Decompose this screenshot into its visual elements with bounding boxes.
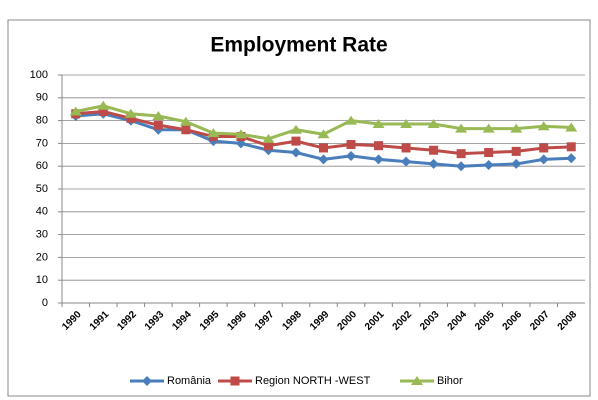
marker: [455, 123, 468, 133]
marker: [510, 123, 523, 133]
marker: [482, 123, 495, 133]
marker: [484, 148, 494, 158]
marker: [291, 136, 301, 146]
marker: [401, 143, 411, 153]
marker: [289, 124, 302, 134]
y-tick-label: 30: [36, 229, 48, 241]
marker: [401, 156, 412, 167]
marker: [373, 154, 384, 165]
marker: [318, 154, 329, 165]
chart-title: Employment Rate: [210, 34, 387, 57]
marker: [374, 141, 384, 151]
marker: [429, 145, 439, 155]
marker: [456, 161, 467, 172]
y-tick-label: 40: [36, 206, 48, 218]
marker: [179, 116, 192, 126]
marker: [483, 160, 494, 171]
y-tick-label: 100: [30, 69, 48, 81]
marker: [511, 146, 521, 156]
y-tick-label: 0: [42, 297, 48, 309]
marker: [428, 158, 439, 169]
marker: [411, 376, 423, 385]
marker: [566, 153, 577, 164]
marker: [69, 106, 82, 116]
y-tick-label: 70: [36, 137, 48, 149]
marker: [142, 376, 152, 386]
marker: [97, 100, 110, 110]
marker: [565, 122, 578, 132]
marker: [234, 129, 247, 139]
marker: [511, 158, 522, 169]
marker: [319, 143, 328, 153]
marker: [152, 111, 165, 121]
marker: [126, 113, 136, 123]
marker: [427, 119, 440, 129]
marker: [538, 154, 549, 165]
y-tick-label: 80: [36, 115, 48, 127]
marker: [124, 108, 137, 118]
legend-label: Region NORTH -WEST: [255, 375, 371, 387]
y-tick-label: 20: [36, 251, 48, 263]
marker: [537, 121, 550, 131]
marker: [372, 119, 385, 129]
marker: [290, 147, 301, 158]
marker: [346, 140, 356, 150]
marker: [262, 133, 275, 143]
y-tick-label: 90: [36, 92, 48, 104]
marker: [539, 143, 549, 153]
y-tick-label: 60: [36, 160, 48, 172]
marker: [263, 141, 273, 151]
marker: [456, 149, 466, 159]
marker: [230, 376, 240, 386]
marker: [566, 142, 576, 152]
legend-label: Bihor: [437, 375, 463, 387]
marker: [317, 129, 330, 139]
y-tick-label: 50: [36, 183, 48, 195]
marker: [400, 119, 413, 129]
legend-label: România: [167, 375, 212, 387]
marker: [181, 125, 191, 135]
chart-frame: [7, 19, 591, 397]
marker: [153, 120, 163, 130]
marker: [98, 106, 108, 116]
marker: [346, 150, 357, 161]
y-tick-label: 10: [36, 274, 48, 286]
marker: [207, 128, 220, 138]
marker: [345, 115, 358, 125]
